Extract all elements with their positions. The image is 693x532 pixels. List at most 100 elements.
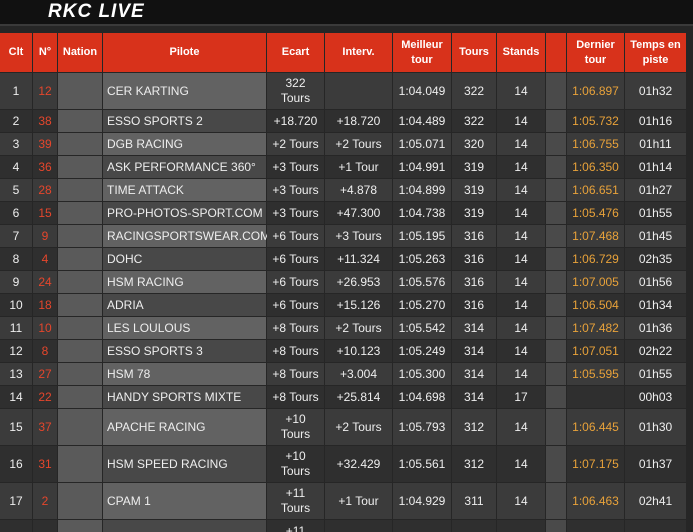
ecart: +6 Tours <box>267 271 324 293</box>
clt: 10 <box>0 294 32 316</box>
clt: 2 <box>0 110 32 132</box>
ecart: +11 Tours <box>267 483 324 519</box>
interv <box>325 520 392 532</box>
pilote: CPAM 1 <box>103 483 266 519</box>
stands: 14 <box>497 294 545 316</box>
meilleur: 1:04.899 <box>393 179 451 201</box>
clt <box>0 520 32 532</box>
pilote: CER KARTING <box>103 73 266 109</box>
num: 39 <box>33 133 57 155</box>
blank-cell <box>546 73 566 109</box>
temps: 02h35 <box>625 248 686 270</box>
blank-cell <box>546 202 566 224</box>
blank-cell <box>546 156 566 178</box>
nation-cell <box>58 294 102 316</box>
tours: 312 <box>452 409 496 445</box>
tours: 322 <box>452 110 496 132</box>
temps: 01h37 <box>625 446 686 482</box>
clt: 6 <box>0 202 32 224</box>
interv: +1 Tour <box>325 156 392 178</box>
ecart: +10 Tours <box>267 409 324 445</box>
clt: 7 <box>0 225 32 247</box>
temps: 01h45 <box>625 225 686 247</box>
pilote: APACHE RACING <box>103 409 266 445</box>
nation-cell <box>58 202 102 224</box>
interv: +10.123 <box>325 340 392 362</box>
meilleur: 1:05.576 <box>393 271 451 293</box>
column-header: Ecart <box>267 33 324 72</box>
dernier <box>567 386 624 408</box>
temps: 01h55 <box>625 363 686 385</box>
nation-cell <box>58 133 102 155</box>
nation-cell <box>58 248 102 270</box>
temps: 01h16 <box>625 110 686 132</box>
column-header: Temps en piste <box>625 33 686 72</box>
nation-cell <box>58 446 102 482</box>
interv: +1 Tour <box>325 483 392 519</box>
dernier: 1:06.350 <box>567 156 624 178</box>
ecart: +3 Tours <box>267 202 324 224</box>
meilleur: 1:05.561 <box>393 446 451 482</box>
column-header: Clt <box>0 33 32 72</box>
column-header <box>546 33 566 72</box>
tours: 320 <box>452 133 496 155</box>
tours: 319 <box>452 179 496 201</box>
pilote: HSM SPEED RACING <box>103 446 266 482</box>
column-header: Stands <box>497 33 545 72</box>
column-header: Interv. <box>325 33 392 72</box>
nation-cell <box>58 340 102 362</box>
clt: 15 <box>0 409 32 445</box>
temps: 01h27 <box>625 179 686 201</box>
nation-cell <box>58 520 102 532</box>
ecart: +3 Tours <box>267 156 324 178</box>
clt: 16 <box>0 446 32 482</box>
stands <box>497 520 545 532</box>
nation-cell <box>58 363 102 385</box>
dernier: 1:05.732 <box>567 110 624 132</box>
meilleur: 1:04.738 <box>393 202 451 224</box>
ecart: +8 Tours <box>267 317 324 339</box>
num: 2 <box>33 483 57 519</box>
ecart: +11 <box>267 520 324 532</box>
nation-cell <box>58 73 102 109</box>
nation-cell <box>58 271 102 293</box>
num: 8 <box>33 340 57 362</box>
dernier: 1:06.445 <box>567 409 624 445</box>
tours: 322 <box>452 73 496 109</box>
meilleur: 1:05.263 <box>393 248 451 270</box>
blank-cell <box>546 271 566 293</box>
temps: 01h14 <box>625 156 686 178</box>
timing-table: Clt N° Nation Pilote Ecart Interv. Meilleur to… <box>0 33 693 532</box>
interv: +2 Tours <box>325 409 392 445</box>
pilote: HANDY SPORTS MIXTE <box>103 386 266 408</box>
dernier: 1:07.482 <box>567 317 624 339</box>
nation-cell <box>58 225 102 247</box>
nation-cell <box>58 409 102 445</box>
blank-cell <box>546 340 566 362</box>
pilote: ASK PERFORMANCE 360° <box>103 156 266 178</box>
blank-cell <box>546 248 566 270</box>
blank-cell <box>546 110 566 132</box>
num: 24 <box>33 271 57 293</box>
clt: 17 <box>0 483 32 519</box>
stands: 14 <box>497 271 545 293</box>
interv: +18.720 <box>325 110 392 132</box>
stands: 14 <box>497 202 545 224</box>
pilote: ESSO SPORTS 3 <box>103 340 266 362</box>
dernier: 1:07.468 <box>567 225 624 247</box>
nation-cell <box>58 156 102 178</box>
pilote <box>103 520 266 532</box>
ecart: +10 Tours <box>267 446 324 482</box>
tours: 314 <box>452 363 496 385</box>
tours: 319 <box>452 202 496 224</box>
interv: +4.878 <box>325 179 392 201</box>
temps: 01h30 <box>625 409 686 445</box>
interv: +47.300 <box>325 202 392 224</box>
num: 36 <box>33 156 57 178</box>
dernier: 1:07.051 <box>567 340 624 362</box>
num: 9 <box>33 225 57 247</box>
num: 18 <box>33 294 57 316</box>
temps: 01h32 <box>625 73 686 109</box>
pilote: TIME ATTACK <box>103 179 266 201</box>
